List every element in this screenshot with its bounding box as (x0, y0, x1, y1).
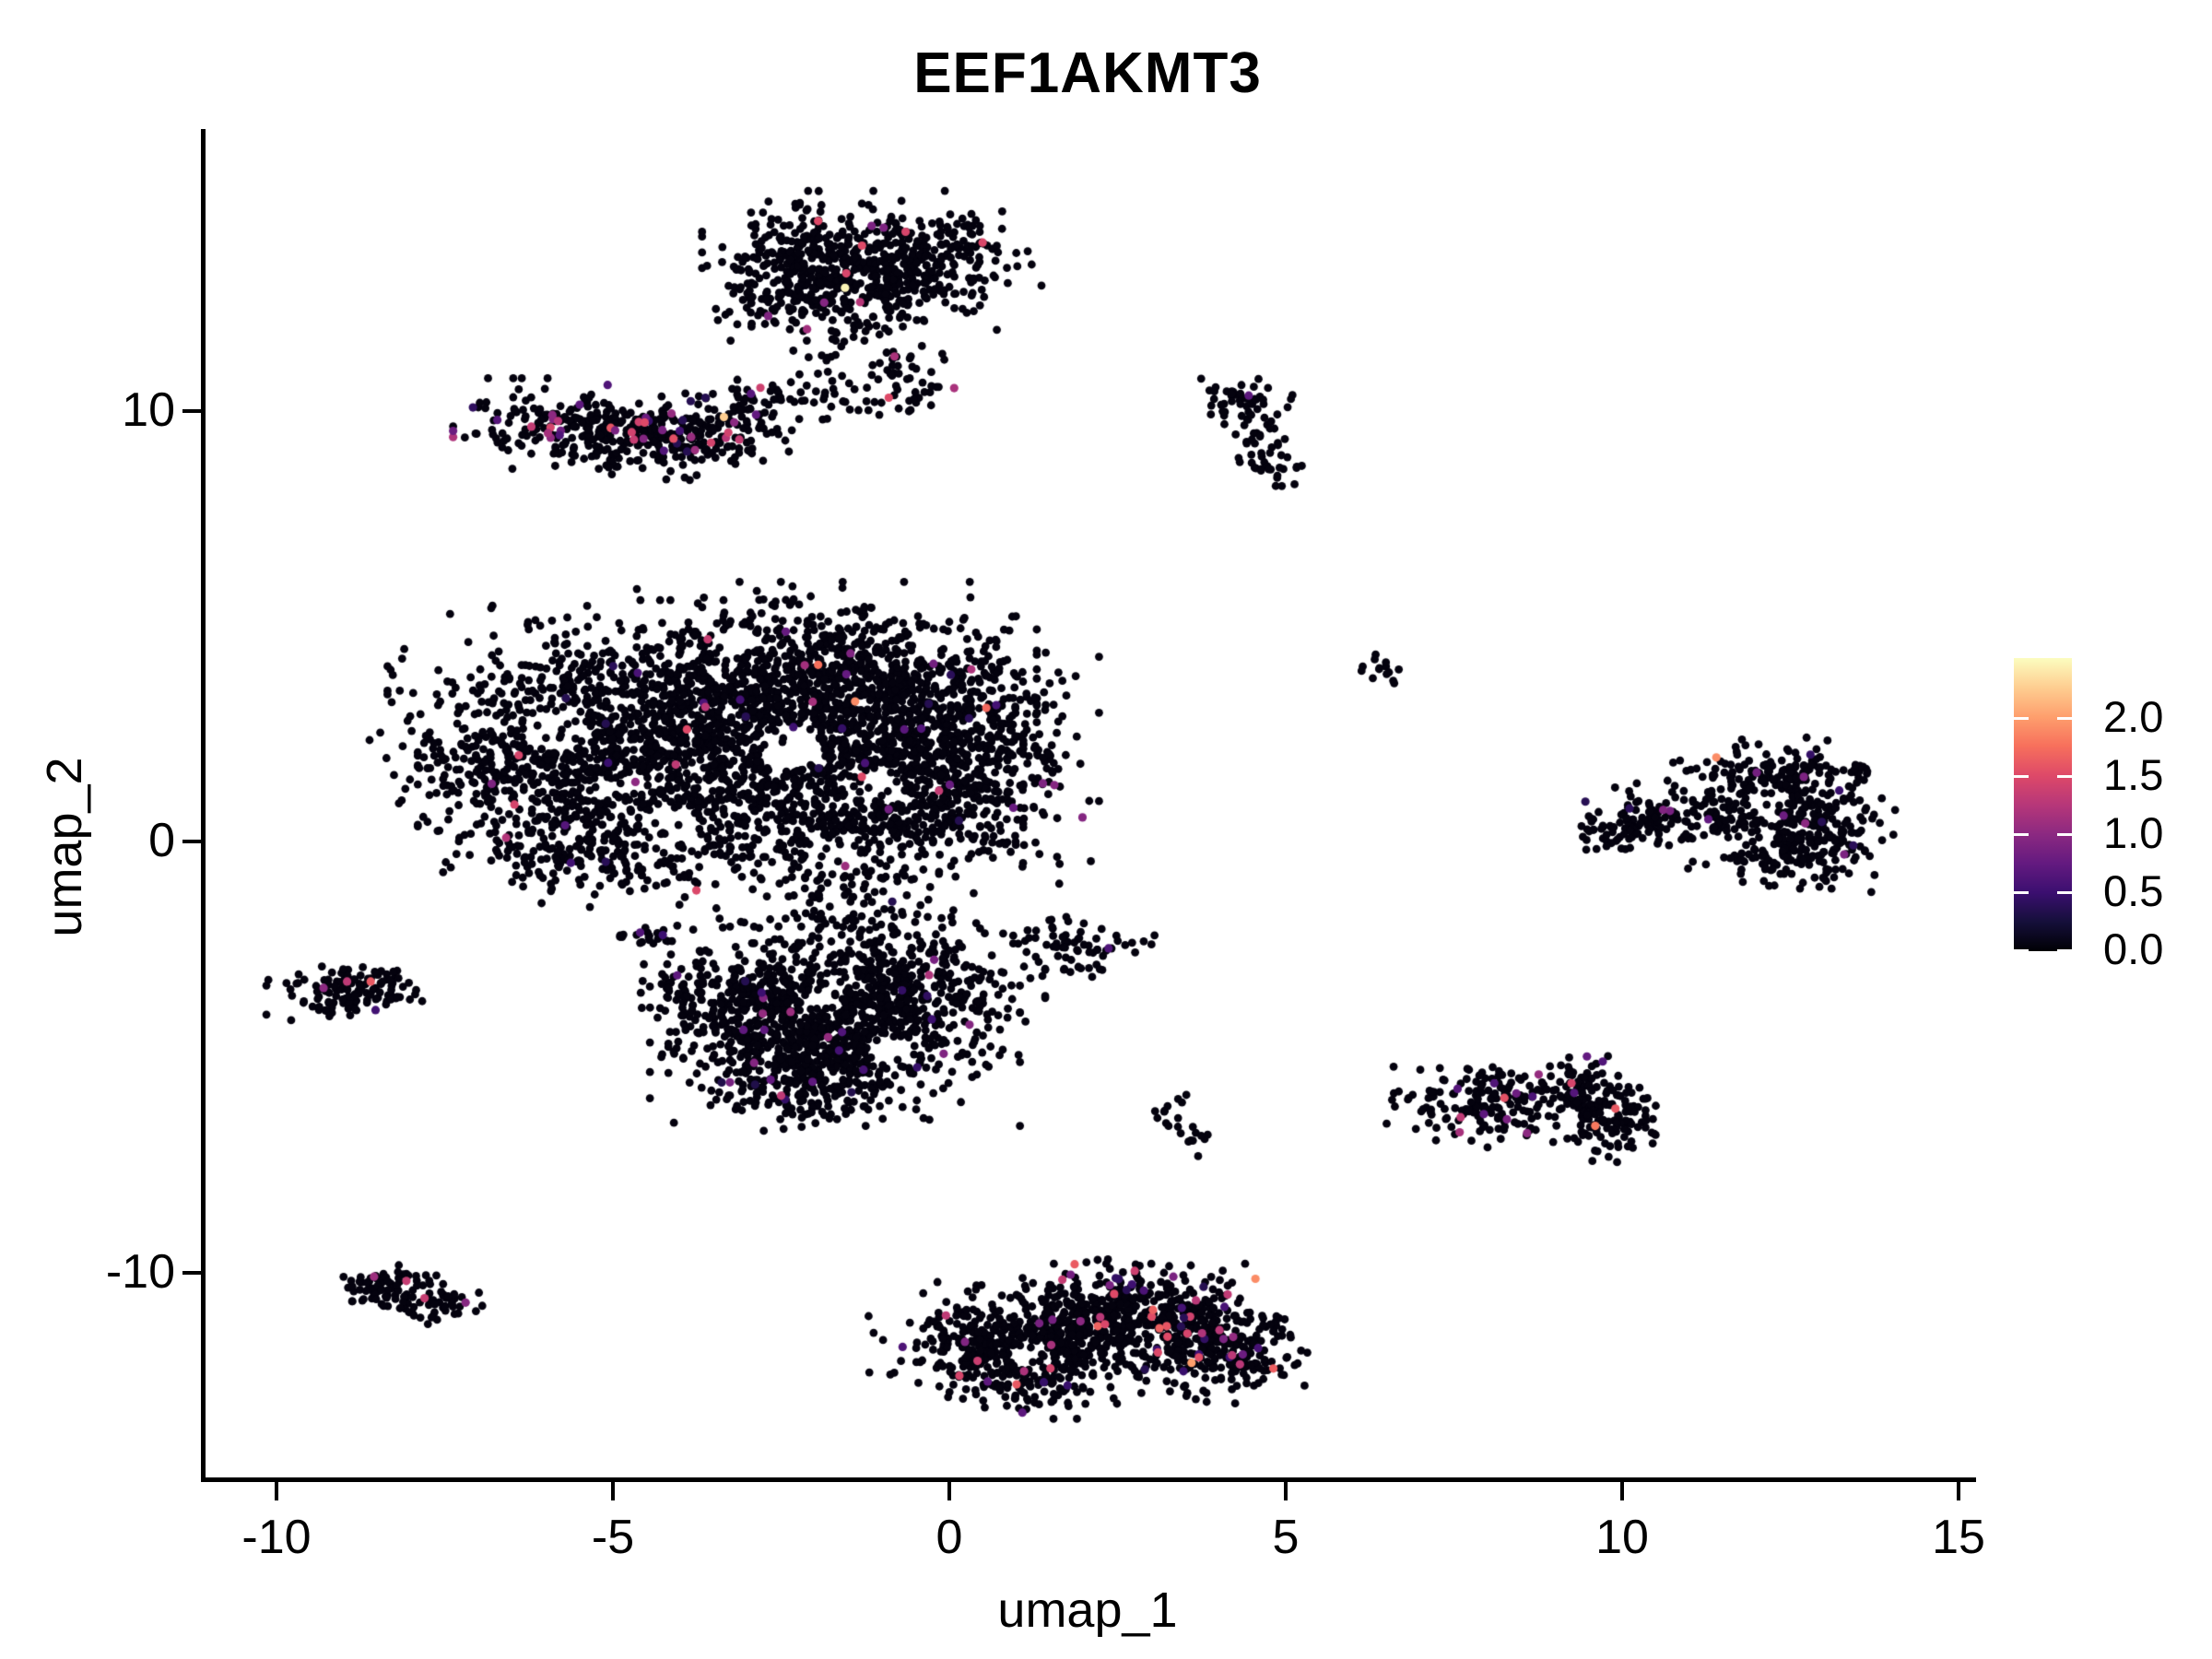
colorbar-tick-mark (2014, 891, 2029, 894)
x-tick-label: 10 (1595, 1511, 1649, 1564)
x-tick-label: 5 (1272, 1511, 1300, 1564)
colorbar-tick-label: 0.0 (2103, 924, 2164, 973)
x-tick-mark (611, 1482, 615, 1500)
colorbar-tick-mark (2014, 717, 2029, 720)
y-tick-mark (182, 408, 201, 413)
x-tick-mark (947, 1482, 951, 1500)
colorbar-tick-label: 1.0 (2103, 808, 2164, 857)
colorbar-tick-mark (2014, 949, 2029, 952)
x-tick-mark (275, 1482, 278, 1500)
y-axis-title: umap_2 (37, 757, 92, 937)
colorbar-tick-mark (2057, 891, 2072, 894)
expression-colorbar (2014, 658, 2072, 951)
x-tick-mark (1620, 1482, 1624, 1500)
y-tick-label: 10 (122, 382, 175, 437)
x-axis-line (201, 1477, 1976, 1482)
x-tick-label: -10 (241, 1511, 312, 1564)
x-tick-mark (1957, 1482, 1960, 1500)
y-axis-line (201, 129, 206, 1482)
colorbar-tick-mark (2057, 775, 2072, 778)
y-tick-label: -10 (105, 1244, 175, 1299)
x-axis-title: umap_1 (997, 1583, 1178, 1638)
x-tick-mark (1284, 1482, 1288, 1500)
colorbar-tick-mark (2057, 717, 2072, 720)
colorbar-tick-mark (2057, 833, 2072, 836)
x-tick-label: 15 (1932, 1511, 1985, 1564)
colorbar-tick-label: 0.5 (2103, 866, 2164, 915)
colorbar-tick-mark (2014, 775, 2029, 778)
y-tick-mark (182, 1270, 201, 1275)
colorbar-tick-mark (2057, 949, 2072, 952)
y-tick-label: 0 (148, 814, 175, 867)
colorbar-tick-mark (2014, 833, 2029, 836)
x-tick-label: 0 (935, 1511, 963, 1564)
colorbar-tick-label: 1.5 (2103, 750, 2164, 799)
colorbar-tick-label: 2.0 (2103, 692, 2164, 741)
x-tick-label: -5 (591, 1511, 635, 1564)
y-tick-mark (182, 840, 201, 843)
